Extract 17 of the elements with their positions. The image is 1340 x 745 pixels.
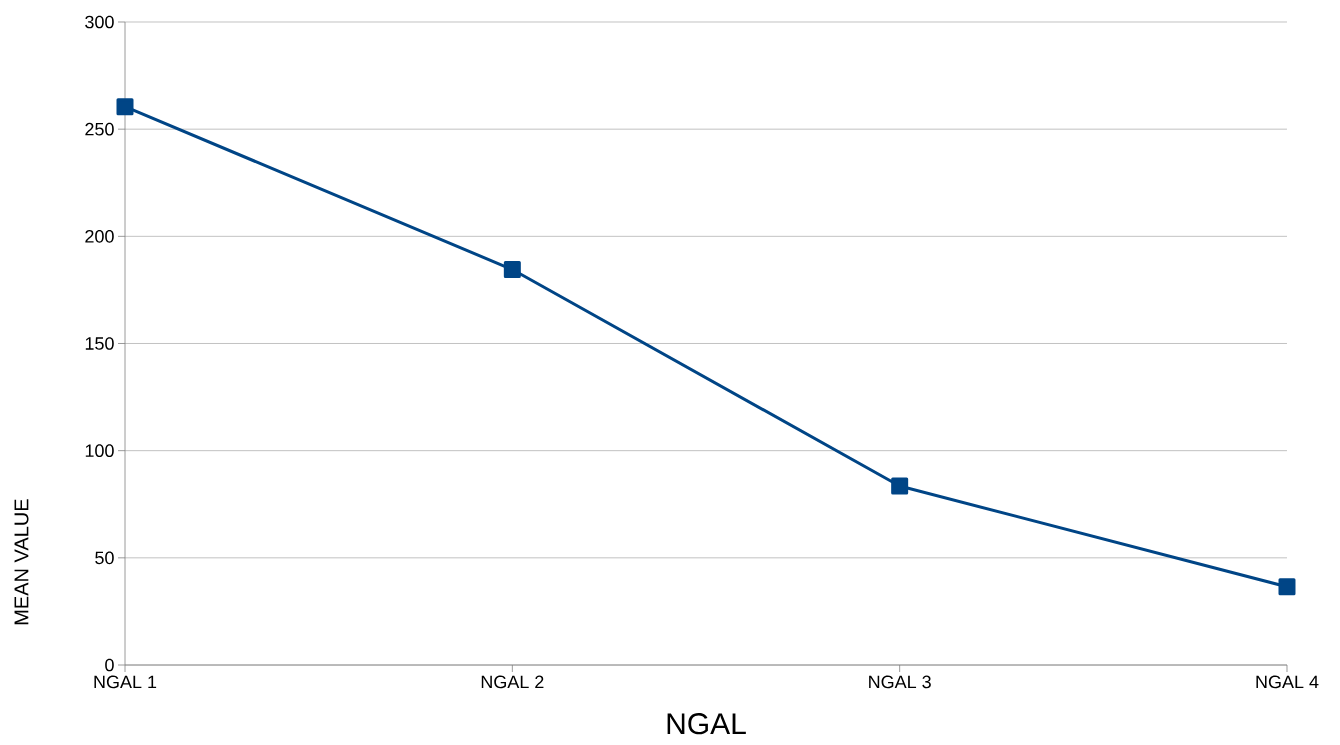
point bbox=[503, 261, 521, 279]
y-tick-label: 300 bbox=[85, 15, 114, 29]
y-tick-label: 200 bbox=[85, 229, 114, 243]
y-tick-label: 100 bbox=[85, 444, 114, 458]
x-axis-title: NGAL bbox=[667, 713, 746, 735]
y-axis-title: MEAN VALUE bbox=[14, 499, 29, 625]
x-tick-label: NGAL 2 bbox=[481, 675, 544, 689]
x-tick-label: NGAL 4 bbox=[1256, 675, 1319, 689]
point bbox=[1278, 578, 1296, 596]
x-tick-label: NGAL 3 bbox=[869, 675, 931, 689]
y-tick-label: 250 bbox=[85, 122, 114, 136]
point bbox=[891, 477, 909, 495]
y-tick-label: 0 bbox=[105, 658, 114, 672]
x-tick-label: NGAL 1 bbox=[94, 675, 157, 689]
y-tick-label: 150 bbox=[85, 337, 114, 350]
point bbox=[116, 98, 134, 116]
y-tick-label: 50 bbox=[95, 551, 114, 565]
